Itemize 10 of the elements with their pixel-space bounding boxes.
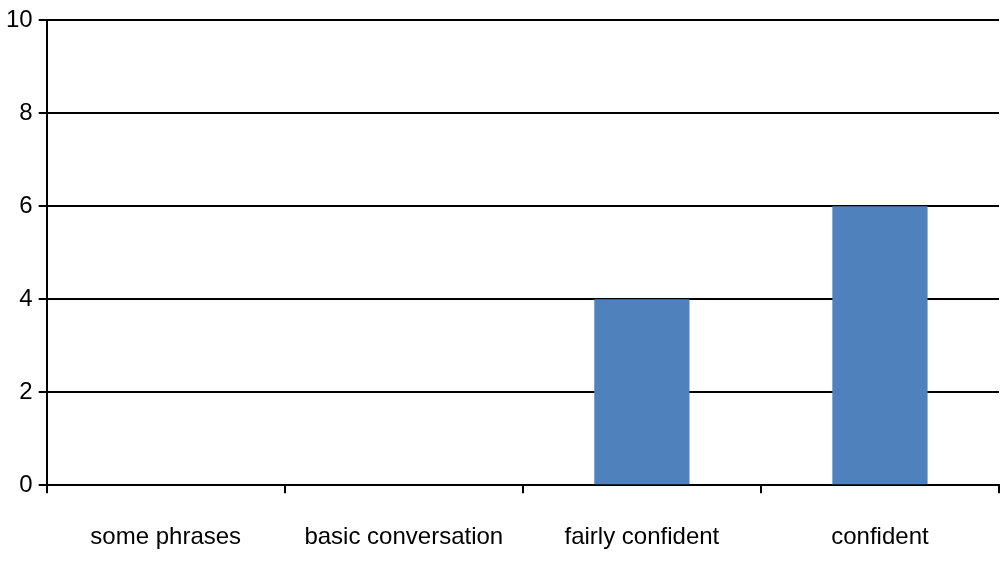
x-tick-label: basic conversation <box>304 522 504 550</box>
y-tick-label: 10 <box>5 5 33 33</box>
x-tick-label: confident <box>831 522 929 550</box>
y-tick-label: 2 <box>19 376 33 404</box>
y-tick-label: 4 <box>19 283 33 311</box>
y-tick-label: 0 <box>19 469 33 497</box>
x-tick-label: some phrases <box>90 522 242 550</box>
y-tick-label: 6 <box>19 190 33 218</box>
y-tick-label: 8 <box>19 97 33 125</box>
x-tick-label: fairly confident <box>564 522 720 550</box>
